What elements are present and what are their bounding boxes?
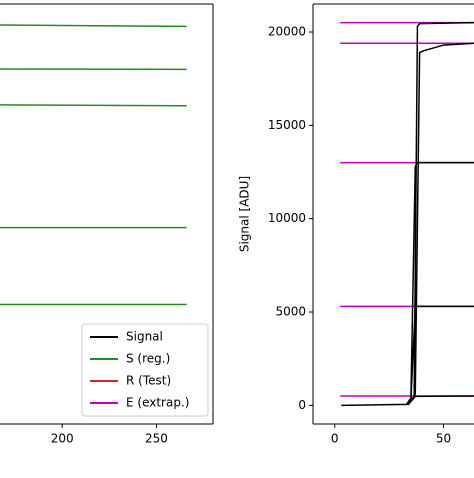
y-tick-label: 10000 [268,211,306,225]
legend-box [81,323,209,417]
x-tick-label: 200 [51,432,74,446]
x-tick-label: 0 [331,432,339,446]
y-tick-label: 20000 [268,25,306,39]
y-tick-label: 5000 [275,305,306,319]
x-tick-label: 250 [145,432,168,446]
series-line [341,21,474,407]
series-line [340,21,474,397]
y-tick-label: 15000 [268,118,306,132]
y-tick-label: 0 [298,398,306,412]
legend-label: E (extrap.) [126,396,189,410]
legend-label: Signal [126,330,163,344]
x-tick-label: 50 [436,432,451,446]
y-axis-label: Signal [ADU] [238,176,252,252]
series-line [0,24,187,306]
legend-label: R (Test) [126,374,171,388]
legend-label: S (reg.) [126,352,170,366]
